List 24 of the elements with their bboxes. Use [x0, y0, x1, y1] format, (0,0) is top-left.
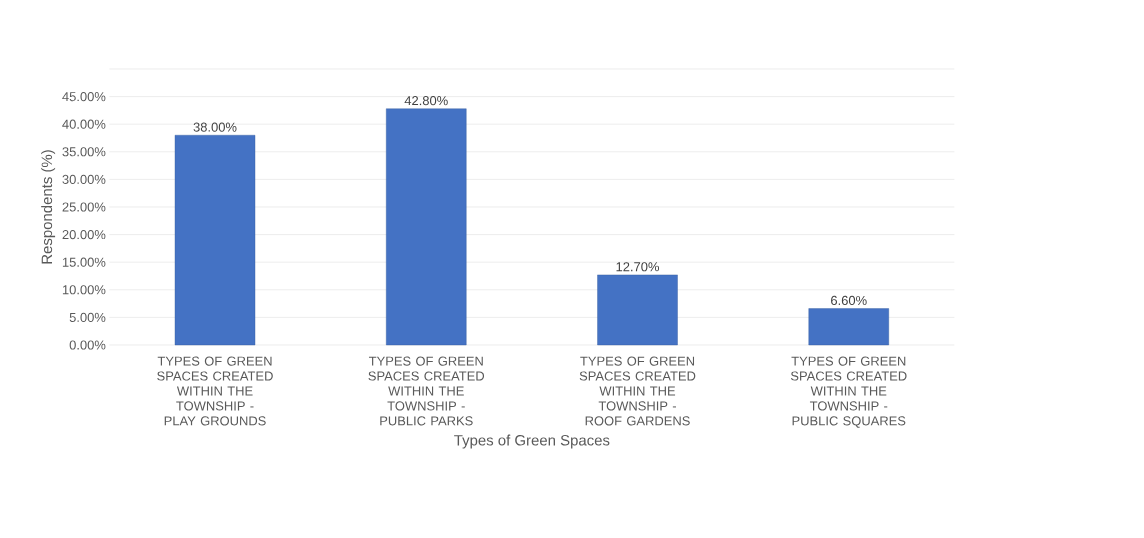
data-label: 38.00% — [193, 122, 237, 132]
x-tick-label: TYPES OF GREEN SPACES CREATED WITHIN THE TOWNSHIP - PUBLIC SQUARES — [790, 356, 907, 428]
y-tick-label: 10.00% — [62, 285, 106, 295]
bar — [386, 108, 467, 346]
y-tick-label: 0.00% — [69, 340, 106, 350]
data-label: 42.80% — [404, 96, 448, 106]
y-tick-label: 20.00% — [62, 230, 106, 240]
bar — [597, 274, 678, 346]
bar — [174, 135, 256, 346]
y-tick-label: 30.00% — [62, 174, 106, 184]
y-axis-title: Respondents (%) — [41, 150, 56, 264]
x-axis-title: Types of Green Spaces — [454, 434, 610, 449]
y-tick-label: 5.00% — [69, 312, 106, 322]
y-tick-label: 45.00% — [62, 92, 106, 102]
y-tick-label: 25.00% — [62, 202, 106, 212]
x-tick-label: TYPES OF GREEN SPACES CREATED WITHIN THE TOWNSHIP - PLAY GROUNDS — [157, 356, 273, 426]
y-tick-label: 40.00% — [62, 119, 106, 129]
y-tick-label: 35.00% — [62, 147, 106, 157]
x-tick-label: TYPES OF GREEN SPACES CREATED WITHIN THE TOWNSHIP - PUBLIC PARKS — [368, 356, 485, 426]
y-tick-label: 15.00% — [62, 257, 106, 267]
data-label: 6.60% — [831, 295, 867, 306]
data-label: 12.70% — [616, 262, 660, 272]
bar — [808, 308, 889, 346]
x-tick-label: TYPES OF GREEN SPACES CREATED WITHIN THE TOWNSHIP - ROOF GARDENS — [579, 356, 696, 426]
